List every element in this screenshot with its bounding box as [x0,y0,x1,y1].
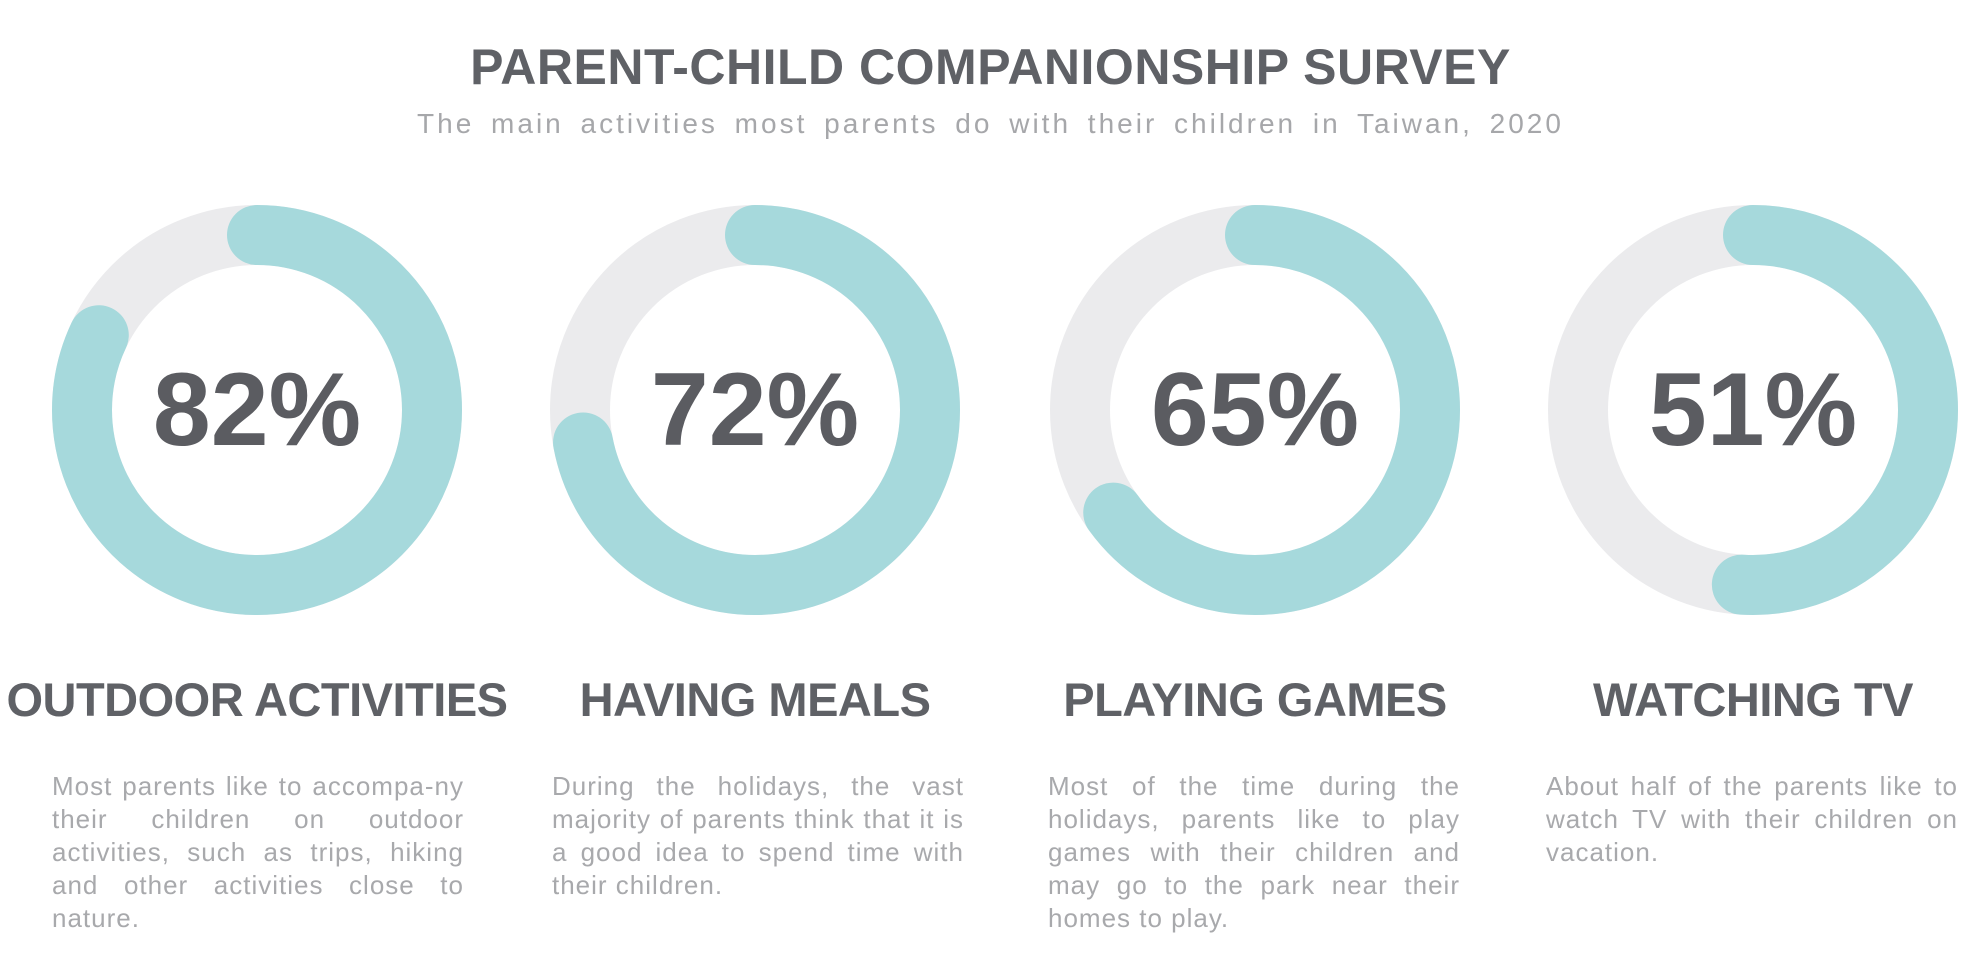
percent-label-watching-tv: 51% [1648,352,1858,468]
donut-chart-outdoor-activities: 82% [52,205,462,615]
category-label-playing-games: PLAYING GAMES [1063,673,1447,726]
donut-svg-playing-games [1050,205,1460,615]
donut-chart-having-meals: 72% [550,205,960,615]
category-label-having-meals: HAVING MEALS [579,673,931,726]
percent-label-outdoor-activities: 82% [152,352,362,468]
donut-arc-having-meals [550,205,960,615]
chart-subtitle: The main activities most parents do with… [417,108,1564,139]
donut-arc-watching-tv [1548,205,1958,615]
category-label-outdoor-activities: OUTDOOR ACTIVITIES [6,673,508,726]
percent-label-having-meals: 72% [650,352,860,468]
donut-chart-playing-games: 65% [1050,205,1460,615]
donut-arc-outdoor-activities [52,205,462,615]
chart-title: PARENT-CHILD COMPANIONSHIP SURVEY [470,39,1511,95]
donut-svg-outdoor-activities [52,205,462,615]
donut-svg-watching-tv [1548,205,1958,615]
donut-chart-watching-tv: 51% [1548,205,1958,615]
category-label-watching-tv: WATCHING TV [1593,673,1914,726]
percent-label-playing-games: 65% [1150,352,1360,468]
description-having-meals: During the holidays, the vast majority o… [552,771,964,900]
donut-svg-having-meals [550,205,960,615]
donut-arc-playing-games [1050,205,1460,615]
description-outdoor-activities: Most parents like to accompa-ny their ch… [52,771,464,933]
description-watching-tv: About half of the parents like to watch … [1546,771,1958,867]
description-playing-games: Most of the time during the holidays, pa… [1048,771,1460,933]
